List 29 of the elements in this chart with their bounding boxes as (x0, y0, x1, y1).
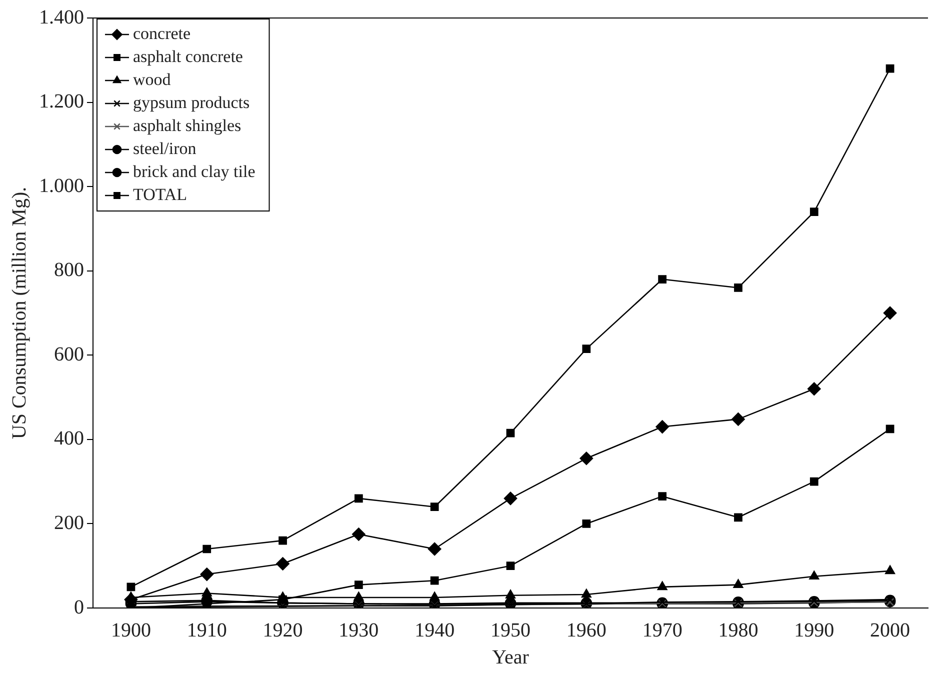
x-tick-label: 1930 (338, 619, 379, 642)
x-tick-label: 1980 (718, 619, 758, 642)
x-tick-label: 1910 (186, 619, 227, 642)
legend-label: TOTAL (133, 184, 188, 204)
y-tick-label: 200 (54, 512, 84, 534)
x-tick-label: 1900 (110, 619, 151, 642)
legend-label: asphalt shingles (133, 116, 242, 135)
y-tick-label: 1.200 (39, 90, 84, 113)
x-tick-label: 1940 (414, 619, 455, 642)
y-tick-label: 600 (54, 343, 84, 366)
x-tick-label: 2000 (870, 619, 910, 642)
y-axis-title: US Consumption (million Mg). (8, 186, 30, 440)
x-axis-title: Year (492, 646, 530, 668)
y-tick-label: 1.000 (39, 174, 84, 197)
legend-label: wood (133, 70, 172, 89)
legend-label: asphalt concrete (133, 46, 243, 66)
x-tick-label: 1990 (794, 619, 834, 642)
y-tick-label: 0 (74, 596, 84, 618)
x-tick-label: 1920 (262, 619, 303, 642)
legend-label: brick and clay tile (133, 162, 256, 181)
y-tick-label: 400 (54, 428, 84, 450)
legend-label: gypsum products (133, 92, 250, 112)
legend-label: steel/iron (133, 138, 197, 158)
y-tick-label: 1.400 (39, 6, 84, 28)
x-tick-label: 1960 (566, 619, 606, 642)
x-tick-label: 1970 (642, 619, 682, 642)
legend-label: concrete (133, 24, 191, 43)
y-tick-label: 800 (54, 259, 84, 282)
x-tick-label: 1950 (490, 619, 530, 642)
